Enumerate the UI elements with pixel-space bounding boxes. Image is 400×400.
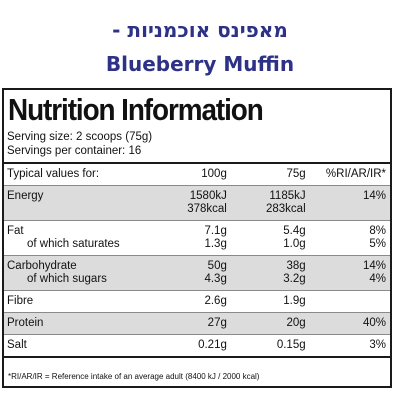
saturates-75g: 1.0g (283, 238, 306, 250)
serving-size: Serving size: 2 scoops (75g) (7, 131, 153, 143)
fat-75g: 5.4g (283, 225, 306, 237)
row-name: Protein (4, 312, 156, 335)
sugars-ri: 4% (369, 273, 386, 285)
fibre-100g: 2.6g (155, 290, 227, 313)
carbohydrate-75g: 38g (286, 260, 306, 272)
row-protein: Protein 27g 20g 40% (4, 312, 390, 335)
row-name: Salt (4, 334, 156, 358)
protein-75g: 20g (226, 312, 306, 335)
row-fibre: Fibre 2.6g 1.9g (4, 290, 390, 313)
row-energy: Energy 1580kJ 378kcal 1185kJ 283kcal 14% (4, 185, 390, 221)
product-title-hebrew: מאפינס אוכמניות - (112, 18, 288, 42)
energy-75g-kj: 1185kJ (269, 190, 306, 202)
saturates-ri: 5% (369, 238, 386, 250)
footnote: *RI/AR/IR = Reference intake of an avera… (8, 372, 260, 381)
column-header-label: Typical values for: (4, 164, 156, 186)
nutrition-panel: Nutrition Information Serving size: 2 sc… (2, 88, 392, 388)
carbohydrate-ri: 14% (362, 260, 386, 272)
header-rule (4, 162, 390, 164)
salt-ri: 3% (305, 334, 390, 358)
protein-ri: 40% (305, 312, 390, 335)
nutrition-title: Nutrition Information (8, 92, 264, 127)
fibre-ri (305, 290, 390, 313)
row-subname: of which saturates (27, 238, 120, 250)
column-header-ri: %RI/AR/IR* (305, 164, 390, 186)
servings-per-container: Servings per container: 16 (7, 145, 142, 157)
row-name: Energy (4, 185, 156, 221)
column-header-75g: 75g (226, 164, 306, 186)
carbohydrate-100g: 50g (207, 260, 227, 272)
column-header-row: Typical values for: 100g 75g %RI/AR/IR* (4, 164, 390, 186)
salt-100g: 0.21g (155, 334, 227, 358)
fibre-75g: 1.9g (226, 290, 306, 313)
sugars-75g: 3.2g (283, 273, 306, 285)
saturates-100g: 1.3g (204, 238, 227, 250)
row-name: Fibre (4, 290, 156, 313)
column-header-100g: 100g (155, 164, 227, 186)
energy-75g-kcal: 283kcal (265, 203, 306, 215)
fat-ri: 8% (369, 225, 386, 237)
fat-100g: 7.1g (204, 225, 227, 237)
energy-100g-kj: 1580kJ (189, 190, 227, 202)
energy-100g-kcal: 378kcal (187, 203, 227, 215)
sugars-100g: 4.3g (204, 273, 227, 285)
row-name: Fat (7, 225, 24, 237)
protein-100g: 27g (155, 312, 227, 335)
salt-75g: 0.15g (226, 334, 306, 358)
product-title-english: Blueberry Muffin (105, 52, 295, 76)
row-name: Carbohydrate (7, 260, 77, 272)
row-carbohydrate: Carbohydrate of which sugars 50g 4.3g 38… (4, 255, 390, 291)
nutrition-table: Typical values for: 100g 75g %RI/AR/IR* … (4, 164, 390, 358)
row-subname: of which sugars (27, 273, 107, 285)
row-salt: Salt 0.21g 0.15g 3% (4, 334, 390, 358)
row-fat: Fat of which saturates 7.1g 1.3g 5.4g 1.… (4, 220, 390, 256)
energy-ri: 14% (305, 185, 390, 221)
